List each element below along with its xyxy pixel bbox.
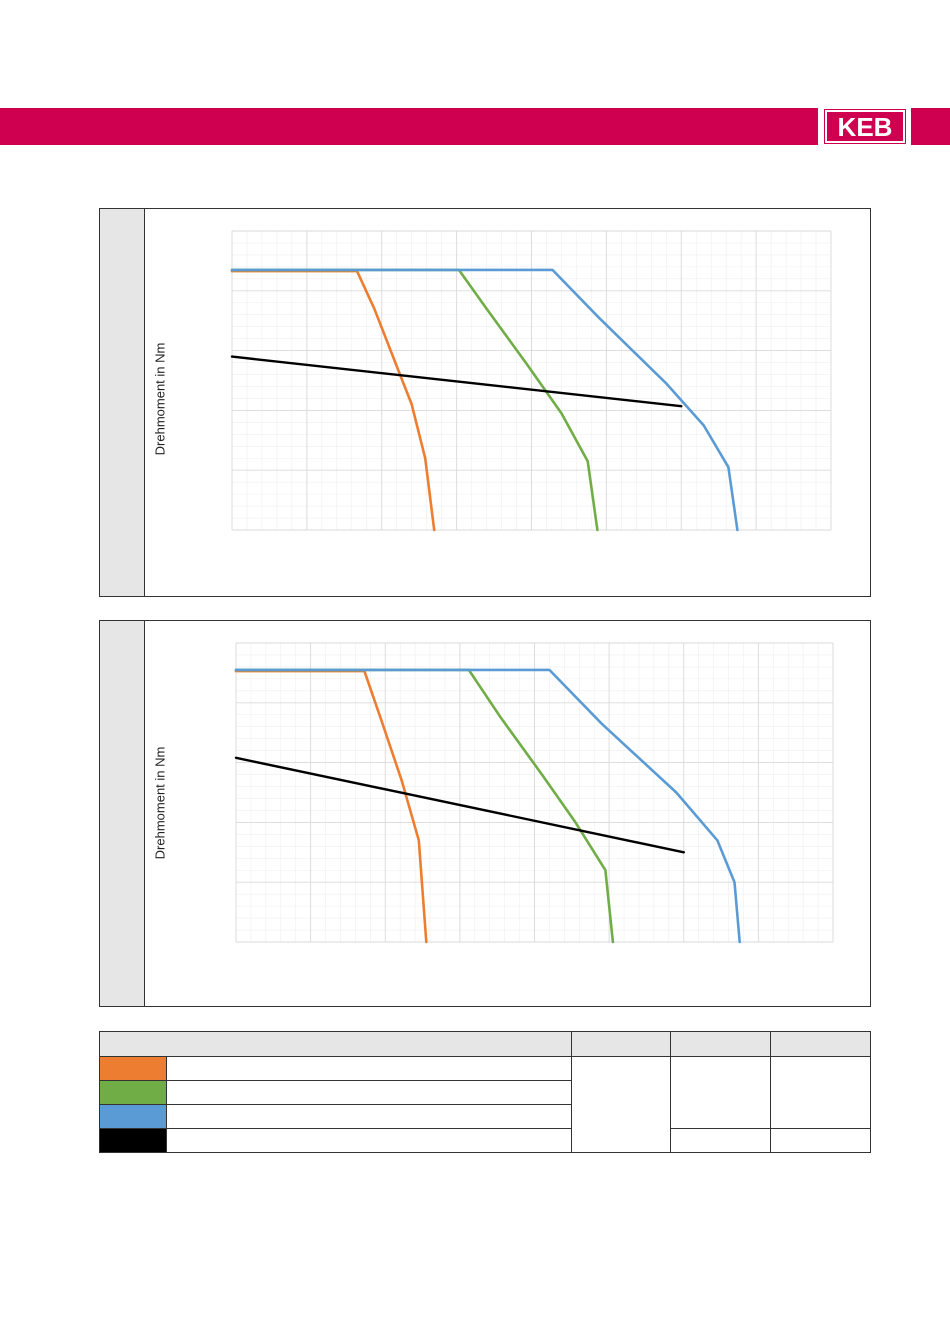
- legend-merged-cell-col-2: [571, 1056, 671, 1153]
- legend-merged-cell-col-3: [670, 1056, 771, 1129]
- brand-bar-left: [0, 108, 818, 145]
- legend-swatch-green: [99, 1080, 167, 1105]
- legend-header-col-3: [670, 1031, 771, 1057]
- legend-swatch-black: [99, 1128, 167, 1153]
- legend-swatch-blue: [99, 1104, 167, 1129]
- legend-row-green: [99, 1080, 871, 1105]
- chart-2-series-blue: [234, 668, 742, 944]
- legend-header-col-4: [770, 1031, 871, 1057]
- chart-1-series-blue: [230, 268, 739, 532]
- legend-table: [99, 1031, 871, 1153]
- legend-row-orange: [99, 1056, 871, 1153]
- legend-row-black: [99, 1128, 871, 1153]
- legend-header-description: [99, 1031, 572, 1057]
- chart-2-series-orange: [234, 669, 428, 944]
- legend-label-black: [166, 1128, 572, 1153]
- chart-1-series-orange: [230, 269, 436, 532]
- legend-cell-black-col-3: [670, 1128, 771, 1153]
- chart-2: [234, 642, 834, 944]
- legend-label-blue: [166, 1104, 572, 1129]
- chart-panel-2-sidebar: [100, 621, 145, 1006]
- chart-1-series-green: [230, 268, 599, 532]
- legend-table-header-row: [99, 1031, 871, 1057]
- chart-1-series-black: [230, 355, 683, 408]
- legend-row-blue: [99, 1104, 871, 1129]
- legend-cell-black-col-4: [770, 1128, 871, 1153]
- legend-label-orange: [166, 1056, 572, 1081]
- keb-logo-text: KEB: [824, 109, 906, 144]
- chart-panel-2: Drehmoment in Nm: [99, 620, 871, 1007]
- legend-label-green: [166, 1080, 572, 1105]
- chart-panel-1: Drehmoment in Nm: [99, 208, 871, 597]
- keb-logo: KEB: [822, 108, 908, 145]
- chart-2-series-black: [234, 756, 685, 854]
- brand-bar-right: [911, 108, 950, 145]
- chart-panel-1-sidebar: [100, 209, 145, 596]
- chart-1: [230, 230, 832, 532]
- legend-header-col-2: [571, 1031, 671, 1057]
- legend-merged-cell-col-4: [770, 1056, 871, 1129]
- legend-swatch-orange: [99, 1056, 167, 1081]
